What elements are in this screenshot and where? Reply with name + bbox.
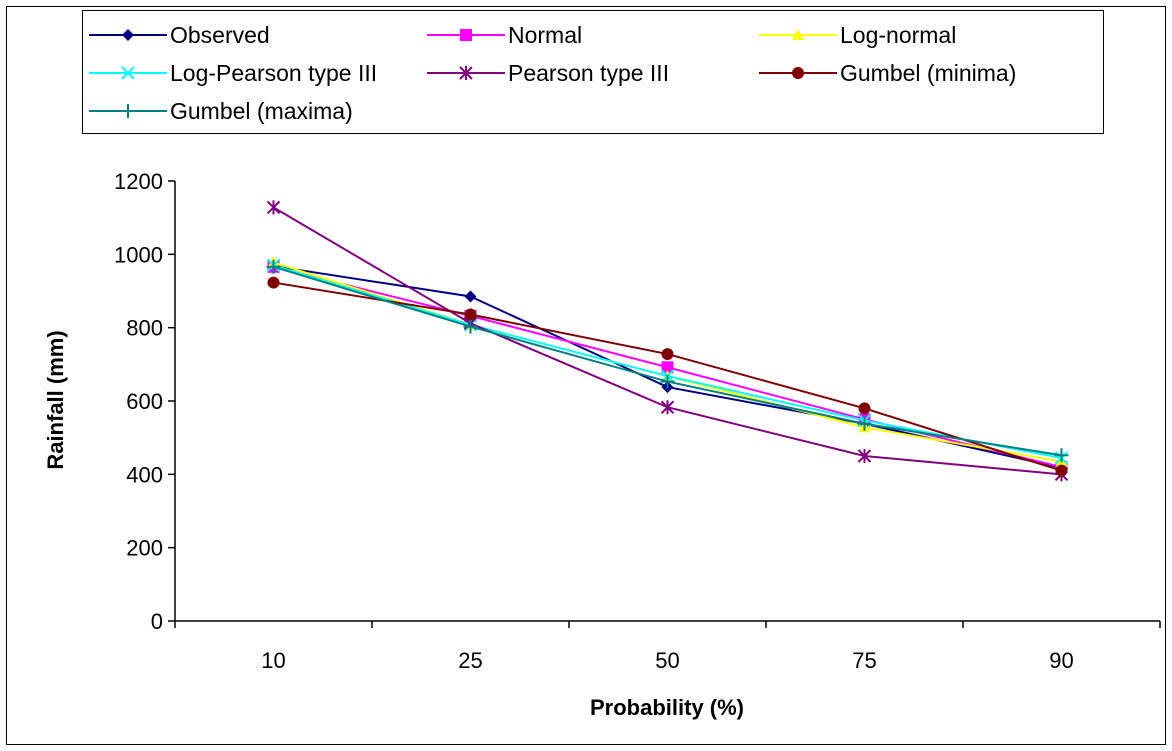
- legend-label: Gumbel (maxima): [170, 97, 353, 124]
- legend-swatch-marker: [792, 67, 804, 79]
- data-point: [858, 402, 871, 415]
- legend-swatch: [427, 66, 505, 80]
- legend-item: Observed: [83, 16, 270, 54]
- legend-item: Log-Pearson type III: [83, 54, 377, 92]
- data-point: [266, 259, 281, 274]
- legend-swatch-marker: [460, 29, 472, 41]
- legend-label: Log-Pearson type III: [170, 59, 378, 86]
- y-tick-label: 200: [126, 536, 163, 561]
- legend-swatch-marker: [122, 29, 134, 41]
- legend-swatch: [89, 104, 167, 118]
- legend-label: Pearson type III: [508, 59, 670, 86]
- legend-swatch-marker: [121, 66, 135, 80]
- data-point: [267, 276, 280, 289]
- legend-item: Pearson type III: [421, 54, 669, 92]
- x-tick-label: 50: [655, 648, 679, 673]
- x-tick-label: 10: [261, 648, 285, 673]
- legend-label: Observed: [170, 21, 270, 48]
- legend-swatch: [427, 29, 505, 41]
- data-point: [464, 290, 477, 303]
- y-tick-label: 0: [151, 609, 163, 634]
- x-tick-label: 75: [852, 648, 876, 673]
- legend-label: Normal: [508, 21, 583, 48]
- x-tick-label: 90: [1049, 648, 1073, 673]
- legend-swatch-marker: [121, 104, 135, 118]
- data-point: [1054, 448, 1069, 463]
- legend-swatch: [759, 29, 837, 40]
- legend: Observed Normal Log-normal Log-Pearson type…: [82, 10, 1104, 134]
- y-tick-label: 400: [126, 462, 163, 487]
- legend-swatch: [759, 67, 837, 79]
- legend-item: Gumbel (minima): [753, 54, 1016, 92]
- x-tick-label: 25: [458, 648, 482, 673]
- data-point: [463, 319, 478, 334]
- data-point: [661, 361, 674, 374]
- data-point: [857, 449, 872, 463]
- y-tick-label: 1200: [114, 169, 163, 194]
- y-tick-label: 800: [126, 316, 163, 341]
- data-point: [857, 416, 872, 431]
- legend-label: Gumbel (minima): [840, 59, 1017, 86]
- legend-item: Gumbel (maxima): [83, 92, 353, 130]
- series-line: [273, 265, 1062, 457]
- data-point: [660, 374, 675, 389]
- data-point: [266, 200, 281, 215]
- series-5: [267, 276, 1068, 477]
- y-tick-label: 600: [126, 389, 163, 414]
- x-axis-title: Probability (%): [589, 695, 745, 720]
- series-4: [266, 200, 1069, 482]
- y-tick-label: 1000: [114, 242, 163, 267]
- data-point: [660, 400, 675, 415]
- legend-label: Log-normal: [840, 21, 957, 48]
- legend-item: Log-normal: [753, 16, 956, 54]
- y-axis-title: Rainfall (mm): [43, 330, 68, 470]
- legend-swatch-marker: [459, 66, 473, 80]
- data-point: [1055, 464, 1068, 477]
- legend-swatch-marker: [792, 29, 804, 40]
- data-point: [464, 308, 477, 321]
- series-6: [266, 259, 1069, 463]
- data-point: [661, 348, 674, 361]
- legend-swatch: [89, 29, 167, 41]
- legend-swatch: [89, 66, 167, 80]
- legend-item: Normal: [421, 16, 582, 54]
